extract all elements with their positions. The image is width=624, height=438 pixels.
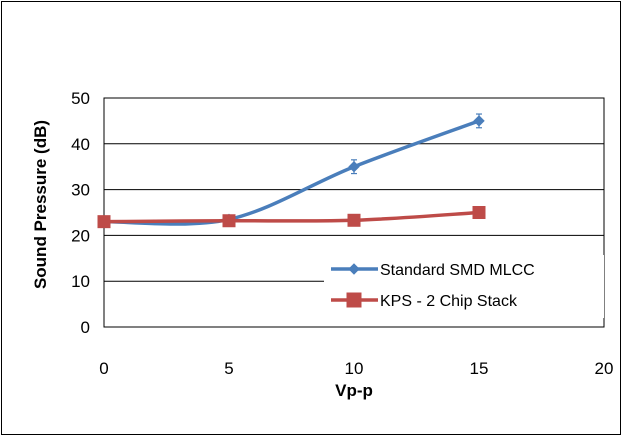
legend-item: KPS - 2 Chip Stack [331, 292, 518, 310]
plot-area [103, 97, 605, 328]
x-tick-label: 20 [595, 359, 614, 378]
series-line [103, 119, 480, 226]
y-tick-label: 30 [71, 181, 90, 200]
legend-label: KPS - 2 Chip Stack [380, 293, 518, 310]
legend-item: Standard SMD MLCC [331, 262, 535, 279]
legend: Standard SMD MLCC KPS - 2 Chip Stack [324, 255, 604, 318]
y-tick-label: 50 [71, 89, 90, 108]
data-point [473, 115, 485, 127]
x-tick-label: 15 [470, 359, 489, 378]
series-1 [98, 113, 485, 228]
data-point [348, 160, 360, 173]
y-tick-labels: 0 10 20 30 40 50 [71, 89, 90, 337]
y-tick-label: 40 [71, 135, 90, 154]
data-point [222, 214, 236, 228]
series-group [97, 113, 486, 229]
data-point [97, 215, 111, 229]
x-tick-label: 10 [345, 359, 364, 378]
data-point [472, 206, 486, 219]
data-point [346, 292, 362, 308]
x-axis-title: Vp-p [335, 381, 373, 400]
y-tick-label: 20 [71, 226, 90, 245]
series-2 [97, 206, 486, 229]
legend-label: Standard SMD MLCC [380, 262, 535, 279]
y-axis-title: Sound Pressure (dB) [31, 120, 50, 289]
y-tick-label: 0 [81, 318, 90, 337]
x-tick-labels: 0 5 10 15 20 [99, 359, 613, 378]
data-point [348, 263, 360, 275]
series-line [103, 210, 480, 224]
legend-box [324, 255, 604, 318]
x-tick-label: 5 [224, 359, 233, 378]
data-point [347, 213, 361, 227]
y-tick-label: 10 [71, 272, 90, 291]
x-tick-label: 0 [99, 359, 108, 378]
